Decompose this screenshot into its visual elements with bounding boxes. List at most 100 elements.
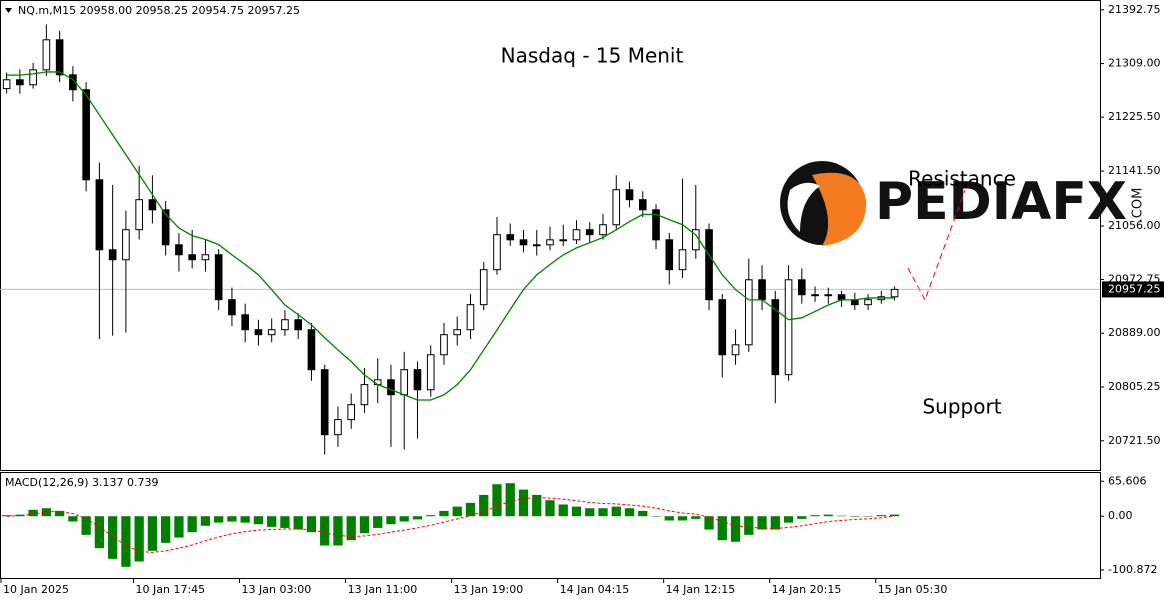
candle-body [161, 209, 170, 246]
macd-bar [359, 516, 370, 534]
macd-bar [611, 506, 621, 517]
macd-bar [876, 515, 886, 517]
macd-bar [426, 515, 436, 517]
header: NQ.m,M15 20958.00 20958.25 20954.75 2095… [18, 4, 300, 17]
macd-bar [492, 484, 502, 517]
y-tick-label: 20889.00 [1108, 326, 1161, 339]
macd-bar [41, 508, 52, 517]
moving-average [6, 71, 895, 401]
candle-body [387, 379, 395, 396]
logo: PEDIAFX .COM [780, 161, 1146, 246]
candle-body [466, 304, 475, 331]
candle-body [175, 244, 183, 256]
candle-body [506, 234, 515, 241]
macd-bar [333, 516, 343, 546]
y-tick-label: -100.872 [1108, 563, 1157, 576]
macd-bar [293, 516, 303, 530]
macd-bar [770, 516, 780, 530]
projection-arrow [907, 189, 966, 302]
candle-body [42, 39, 51, 71]
macd-bar [585, 508, 595, 517]
candle-body [360, 384, 369, 406]
macd-bar [81, 516, 91, 535]
macd-bar [638, 510, 648, 517]
macd-bar [465, 502, 476, 517]
macd-bar [558, 504, 568, 517]
candle-body [69, 74, 77, 91]
x-tick-label: 14 Jan 20:15 [772, 583, 842, 596]
macd-bar [94, 516, 105, 549]
candle-body [797, 279, 806, 296]
macd-bar [836, 515, 847, 517]
macd-bar [797, 516, 807, 519]
macd-bar [810, 515, 820, 517]
candle-body [705, 229, 713, 301]
macd-bar [850, 516, 860, 517]
macd-bar [571, 506, 582, 517]
candle-body [585, 229, 594, 236]
candle-body [625, 189, 634, 201]
macd-bar [187, 516, 197, 533]
candle-body [413, 369, 422, 391]
candle-body [267, 329, 276, 336]
candle-body [241, 314, 249, 331]
y-tick-label: 0.00 [1108, 509, 1133, 522]
macd-bar [174, 516, 184, 538]
candle-body [55, 39, 64, 76]
price-panel [0, 0, 1101, 471]
macd-bar [253, 516, 264, 525]
candle-body [214, 254, 223, 301]
y-tick-label: 21392.75 [1108, 3, 1161, 16]
candle-body [864, 299, 872, 306]
signal-line [6, 497, 895, 553]
macd-bar [1, 515, 12, 517]
candle-body [254, 329, 263, 336]
x-tick-label: 13 Jan 03:00 [242, 583, 312, 596]
macd-bar [717, 516, 727, 541]
macd-bar [439, 510, 449, 517]
candle-body [95, 179, 104, 251]
x-tick-label: 13 Jan 19:00 [454, 583, 524, 596]
macd-bar [744, 516, 754, 535]
support-label: Support [922, 395, 1001, 419]
macd-bar [532, 494, 542, 517]
candle-body [479, 269, 488, 306]
candle-body [612, 189, 621, 226]
candle-body [758, 279, 766, 301]
macd-bar [704, 516, 714, 530]
macd-bar [240, 516, 250, 523]
x-tick-label: 13 Jan 11:00 [348, 583, 418, 596]
candle-body [546, 239, 554, 246]
macd-bar [651, 516, 661, 517]
x-tick-label: 14 Jan 04:15 [560, 583, 630, 596]
candle-body [16, 79, 24, 86]
macd-bar [68, 516, 78, 522]
macd-bar [863, 516, 873, 517]
candle-body [82, 89, 90, 181]
candle-body [307, 329, 316, 371]
y-tick-label: 20721.50 [1108, 434, 1161, 447]
macd-bar [624, 508, 635, 517]
y-tick-label: 21309.00 [1108, 57, 1161, 70]
y-tick-label: 21225.50 [1108, 110, 1161, 123]
last-price-box [1102, 281, 1164, 298]
macd-bar [108, 516, 118, 559]
macd-bar [677, 516, 688, 521]
y-tick-label: 21141.50 [1108, 164, 1161, 177]
macd-bar [15, 514, 25, 517]
resistance-label: Resistance [908, 167, 1016, 191]
candle-body [493, 234, 501, 271]
candle-body [811, 294, 819, 297]
macd-bar [267, 516, 277, 527]
logo-text: PEDIAFX [875, 172, 1127, 232]
logo-flame [812, 172, 867, 246]
candle-body [731, 344, 740, 356]
macd-bar [452, 506, 462, 517]
candle-body [771, 299, 780, 376]
macd-bar [147, 516, 158, 551]
macd-bar [200, 516, 211, 526]
macd-bar [214, 516, 224, 523]
candle-body [122, 229, 130, 261]
